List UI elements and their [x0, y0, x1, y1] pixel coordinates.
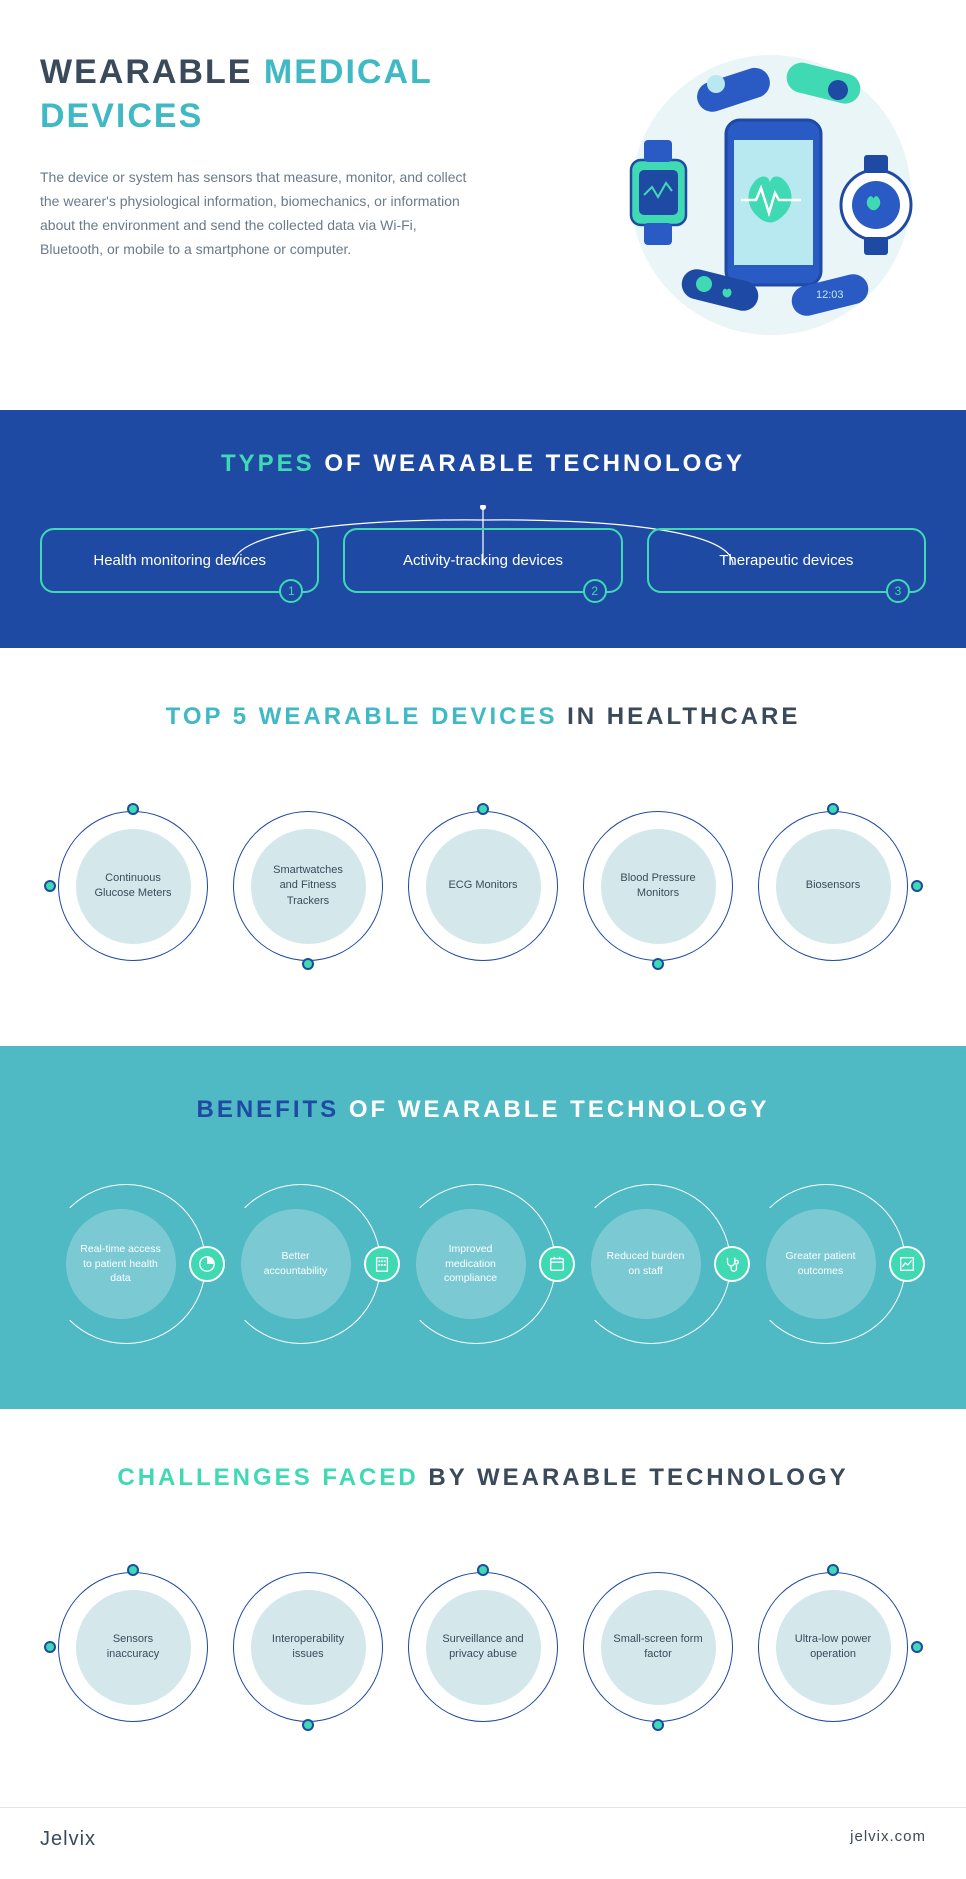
- dot-icon: [827, 1564, 839, 1576]
- footer-logo: Jelvix: [40, 1828, 96, 1851]
- chart-icon: [889, 1246, 925, 1282]
- benefits-title-white: OF WEARABLE TECHNOLOGY: [349, 1096, 770, 1123]
- footer: Jelvix jelvix.com: [0, 1807, 966, 1879]
- challenges-title: CHALLENGES FACED BY WEARABLE TECHNOLOGY: [30, 1464, 936, 1492]
- calendar-icon: [539, 1246, 575, 1282]
- dot-icon: [302, 1719, 314, 1731]
- dot-icon: [477, 1564, 489, 1576]
- dot-icon: [827, 803, 839, 815]
- hero-description: The device or system has sensors that me…: [40, 166, 480, 261]
- type-label: Health monitoring devices: [93, 552, 266, 569]
- type-box-1: Health monitoring devices 1: [40, 528, 319, 593]
- top5-section: TOP 5 WEARABLE DEVICES IN HEALTHCARE Con…: [0, 648, 966, 1046]
- benefits-title-blue: BENEFITS: [196, 1096, 339, 1123]
- dot-icon: [652, 958, 664, 970]
- top5-title: TOP 5 WEARABLE DEVICES IN HEALTHCARE: [30, 703, 936, 731]
- type-label: Therapeutic devices: [719, 552, 853, 569]
- circle-item: Sensors inaccuracy: [46, 1560, 221, 1735]
- circle-item: Ultra-low power operation: [746, 1560, 921, 1735]
- circle-item: Biosensors: [746, 799, 921, 974]
- benefit-item: Improved medication compliance: [396, 1179, 571, 1349]
- steth-icon: [714, 1246, 750, 1282]
- hero-title-dark: WEARABLE: [40, 53, 252, 91]
- benefit-item: Better accountability: [221, 1179, 396, 1349]
- circle-item: Continuous Glucose Meters: [46, 799, 221, 974]
- hero-section: WEARABLE MEDICAL DEVICES The device or s…: [0, 0, 966, 410]
- type-label: Activity-tracking devices: [403, 552, 563, 569]
- challenges-section: CHALLENGES FACED BY WEARABLE TECHNOLOGY …: [0, 1409, 966, 1807]
- top5-title-teal: TOP 5 WEARABLE DEVICES: [166, 703, 558, 730]
- challenges-title-dark: BY WEARABLE TECHNOLOGY: [428, 1464, 848, 1491]
- circle-item: Interoperability issues: [221, 1560, 396, 1735]
- dot-icon: [477, 803, 489, 815]
- benefit-item: Real-time access to patient health data: [46, 1179, 221, 1349]
- hero-title: WEARABLE MEDICAL DEVICES: [40, 50, 556, 138]
- types-title-green: TYPES: [221, 450, 315, 477]
- building-icon: [364, 1246, 400, 1282]
- dot-icon: [652, 1719, 664, 1731]
- footer-url: jelvix.com: [850, 1828, 926, 1851]
- top5-circles-row: Continuous Glucose MetersSmartwatches an…: [30, 786, 936, 986]
- type-box-3: Therapeutic devices 3: [647, 528, 926, 593]
- types-title: TYPES OF WEARABLE TECHNOLOGY: [40, 450, 926, 478]
- circle-item: ECG Monitors: [396, 799, 571, 974]
- circle-item: Small-screen form factor: [571, 1560, 746, 1735]
- dot-icon: [127, 803, 139, 815]
- dot-icon: [302, 958, 314, 970]
- benefit-item: Reduced burden on staff: [571, 1179, 746, 1349]
- challenges-row: Sensors inaccuracyInteroperability issue…: [30, 1547, 936, 1747]
- type-number: 3: [886, 579, 910, 603]
- types-section: TYPES OF WEARABLE TECHNOLOGY Health moni…: [0, 410, 966, 648]
- top5-title-dark: IN HEALTHCARE: [567, 703, 800, 730]
- circle-item: Blood Pressure Monitors: [571, 799, 746, 974]
- svg-text:12:03: 12:03: [816, 289, 844, 301]
- challenges-title-green: CHALLENGES FACED: [117, 1464, 418, 1491]
- benefits-section: BENEFITS OF WEARABLE TECHNOLOGY Real-tim…: [0, 1046, 966, 1409]
- hero-text: WEARABLE MEDICAL DEVICES The device or s…: [40, 50, 556, 262]
- type-number: 2: [583, 579, 607, 603]
- type-number: 1: [279, 579, 303, 603]
- dot-icon: [127, 1564, 139, 1576]
- benefits-row: Real-time access to patient health dataB…: [25, 1179, 941, 1349]
- circle-item: Surveillance and privacy abuse: [396, 1560, 571, 1735]
- benefit-item: Greater patient outcomes: [746, 1179, 921, 1349]
- type-box-2: Activity-tracking devices 2: [343, 528, 622, 593]
- circle-item: Smartwatches and Fitness Trackers: [221, 799, 396, 974]
- benefits-title: BENEFITS OF WEARABLE TECHNOLOGY: [25, 1096, 941, 1124]
- types-boxes: Health monitoring devices 1 Activity-tra…: [40, 528, 926, 593]
- pie-icon: [189, 1246, 225, 1282]
- types-title-white: OF WEARABLE TECHNOLOGY: [324, 450, 745, 477]
- hero-illustration: 12:03: [586, 50, 926, 350]
